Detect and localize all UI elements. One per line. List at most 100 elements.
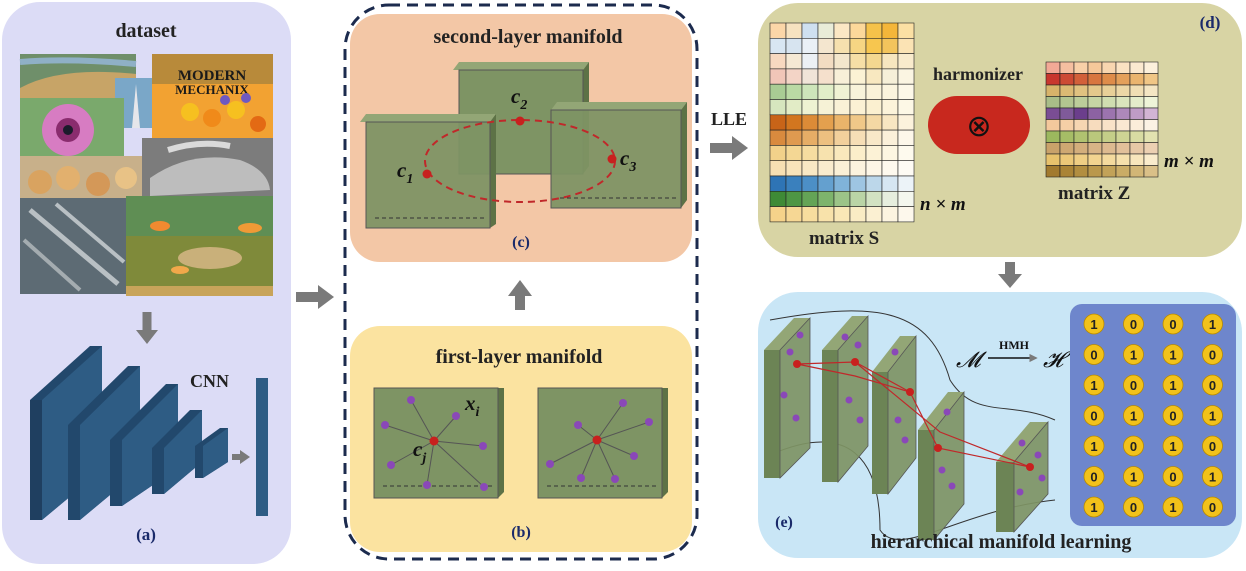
matrix-z-cell: [1101, 84, 1117, 97]
panel-d-caption: (d): [1200, 13, 1221, 32]
matrix-z-cell: [1115, 61, 1131, 74]
matrix-s-cell: [897, 22, 915, 39]
matrix-s-cell: [849, 68, 867, 85]
matrix-s-cell: [865, 22, 883, 39]
matrix-z-cell: [1129, 119, 1145, 132]
tensor-product-icon: ⊗: [966, 109, 991, 144]
matrix-z-cell: [1115, 165, 1131, 178]
hash-bit-circle: [1202, 405, 1223, 426]
matrix-s-cell: [833, 145, 851, 161]
matrix-z-cell: [1115, 130, 1131, 143]
matrix-s-cell: [801, 22, 819, 39]
hmh-label: HMH: [999, 338, 1030, 352]
hash-bit-value: 1: [1090, 317, 1097, 332]
matrix-s-cell: [785, 175, 803, 192]
hash-bit-value: 0: [1130, 439, 1137, 454]
matrix-s-cell: [801, 129, 819, 146]
matrix-s-cell: [817, 114, 835, 131]
matrix-s-cell: [865, 37, 883, 54]
matrix-s-cell: [897, 129, 915, 146]
matrix-s-cell: [769, 83, 787, 100]
matrix-s-cell: [881, 114, 899, 131]
hash-bit-value: 0: [1169, 409, 1176, 424]
dataset-title: dataset: [115, 20, 176, 42]
matrix-s-cell: [817, 22, 835, 39]
matrix-s-cell: [833, 191, 851, 207]
matrix-z-cell: [1101, 119, 1117, 132]
matrix-z-cell: [1073, 61, 1089, 74]
matrix-s-cell: [769, 129, 787, 146]
plate-e3: [872, 334, 917, 496]
matrix-s-cell: [785, 37, 803, 54]
hierarchical-title: hierarchical manifold learning: [871, 531, 1132, 553]
dataset-image-collage: MODERN MECHANIX: [19, 54, 273, 296]
matrix-s-cell: [817, 175, 835, 192]
matrix-z-cell: [1129, 96, 1145, 109]
matrix-s-cell: [881, 22, 899, 39]
anchor-c3: [607, 154, 617, 164]
matrix-s-cell: [785, 191, 803, 207]
matrix-z-cell: [1045, 73, 1061, 86]
hash-bit-value: 1: [1130, 348, 1137, 363]
cnn-layers: [30, 346, 268, 520]
matrix-z-cell: [1143, 119, 1159, 132]
hash-bit-value: 1: [1090, 378, 1097, 393]
panel-a-caption: (a): [136, 525, 156, 544]
hash-bit-value: 0: [1090, 470, 1097, 485]
hash-bit-circle: [1083, 374, 1105, 396]
matrix-z-cell: [1045, 96, 1061, 109]
matrix-s-cell: [897, 37, 915, 54]
panel-b-caption: (b): [511, 524, 531, 541]
manifold-envelope-top: [769, 310, 1056, 421]
svg-text:MECHANIX: MECHANIX: [175, 82, 249, 97]
matrix-s-cell: [849, 114, 867, 131]
matrix-z-cell: [1087, 130, 1103, 143]
matrix-z-cell: [1143, 84, 1159, 97]
matrix-s-cell: [849, 145, 867, 161]
matrix-z-cell: [1045, 61, 1061, 74]
hash-bit-value: 0: [1169, 317, 1176, 332]
matrix-z-cell: [1101, 73, 1117, 86]
matrix-s-cell: [833, 206, 851, 223]
matrix-z-cell: [1129, 142, 1145, 155]
matrix-z-cell: [1045, 119, 1061, 132]
matrix-s-cell: [801, 206, 819, 223]
matrix-s-cell: [833, 37, 851, 54]
hash-bit-value: 1: [1169, 500, 1176, 515]
matrix-s-cell: [785, 53, 803, 70]
hash-bit-circle: [1202, 313, 1223, 335]
matrix-z-cell: [1101, 107, 1117, 120]
hash-bit-circle: [1162, 405, 1184, 426]
matrix-z-cell: [1059, 130, 1075, 143]
matrix-z-cell: [1143, 73, 1159, 86]
matrix-s-cell: [817, 99, 835, 116]
matrix-z-cell: [1129, 165, 1145, 178]
matrix-z-cell: [1143, 153, 1159, 166]
matrix-s-cell: [817, 83, 835, 100]
hash-bit-circle: [1123, 435, 1144, 457]
matrix-s-cell: [849, 175, 867, 192]
matrix-s-cell: [865, 145, 883, 161]
matrix-s-cell: [833, 114, 851, 131]
matrix-s-grid: [769, 22, 915, 223]
matrix-z-cell: [1087, 142, 1103, 155]
hash-bit-value: 1: [1090, 500, 1097, 515]
hash-bit-circle: [1083, 496, 1105, 518]
matrix-z-cell: [1129, 130, 1145, 143]
hash-bit-value: 0: [1090, 348, 1097, 363]
hierarchical-points: [780, 331, 1046, 496]
matrix-s-cell: [801, 175, 819, 192]
matrix-s-cell: [897, 206, 915, 223]
matrix-z-cell: [1087, 119, 1103, 132]
hash-bit-circle: [1123, 405, 1144, 426]
matrix-s-cell: [849, 206, 867, 223]
matrix-z-cell: [1087, 61, 1103, 74]
magazine-lettering: MODERN: [178, 68, 246, 84]
harmonizer-operator: [928, 96, 1030, 154]
matrix-s-cell: [817, 129, 835, 146]
matrix-z-cell: [1087, 96, 1103, 109]
matrix-z-grid: [1045, 61, 1159, 178]
matrix-z-cell: [1059, 96, 1075, 109]
matrix-s-cell: [801, 145, 819, 161]
matrix-z-cell: [1059, 165, 1075, 178]
